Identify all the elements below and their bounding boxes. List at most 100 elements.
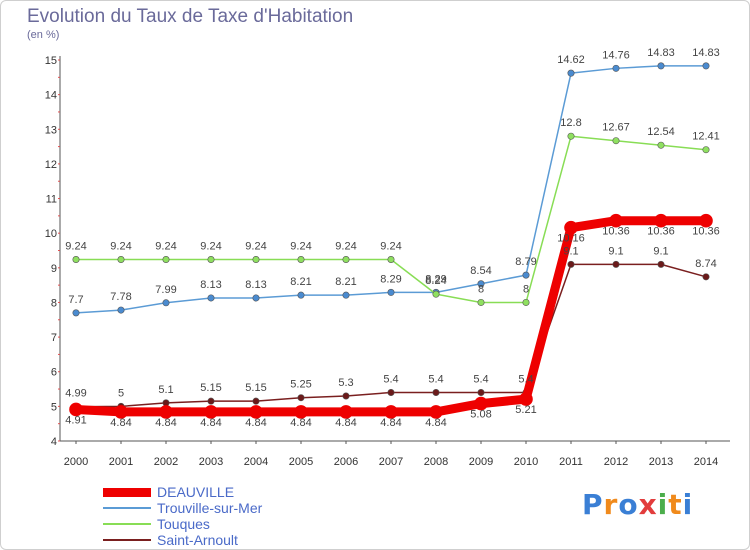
- series-trouville-sur-mer-point: [477, 280, 485, 288]
- series-deauville-data-label: 4.84: [335, 417, 356, 429]
- series-trouville-sur-mer-point: [702, 62, 710, 70]
- legend-item-touques: Touques: [103, 516, 262, 532]
- series-saint-arnoult-point: [342, 392, 350, 400]
- series-touques-data-label: 12.54: [647, 126, 675, 138]
- series-deauville-point: [114, 405, 128, 419]
- legend-swatch-trouville: [103, 507, 151, 509]
- legend-label-trouville: Trouville-sur-Mer: [157, 500, 263, 516]
- logo-letter: x: [638, 488, 658, 521]
- series-trouville-sur-mer-data-label: 8.29: [380, 273, 401, 285]
- chart-axes: 4 5 6 7 8 9 10 11 12 13 14 15 2000 2001 2002 2003 2004 20…: [45, 55, 730, 468]
- x-tick-label: 2002: [154, 456, 178, 468]
- series-saint-arnoult-data-label: 5.4: [428, 374, 443, 386]
- series-saint-arnoult-point: [567, 260, 575, 268]
- legend-item-saint-arnoult: Saint-Arnoult: [103, 532, 262, 548]
- y-tick-label: 11: [46, 194, 57, 206]
- series-saint-arnoult-point: [612, 260, 620, 268]
- series-saint-arnoult-point: [702, 273, 710, 281]
- legend-item-trouville: Trouville-sur-Mer: [103, 500, 262, 516]
- series-deauville-data-label: 4.84: [380, 417, 401, 429]
- series-touques-data-label: 9.24: [335, 241, 356, 253]
- series-trouville-sur-mer-data-label: 7.7: [68, 294, 83, 306]
- series-deauville-point: [519, 392, 533, 406]
- series-deauville-data-label: 10.36: [692, 226, 720, 238]
- x-tick-label: 2008: [424, 456, 448, 468]
- legend-label-touques: Touques: [157, 516, 210, 532]
- series-deauville-point: [474, 396, 488, 411]
- series-trouville-sur-mer-data-label: 7.78: [110, 291, 131, 303]
- series-touques-data-label: 8: [478, 283, 484, 295]
- proxiti-logo: Proxiti: [582, 488, 693, 521]
- series-saint-arnoult-data-label: 5.4: [518, 374, 533, 386]
- y-tick-label: 8: [51, 297, 57, 309]
- series-deauville-point: [204, 405, 218, 419]
- x-tick-label: 2011: [559, 456, 583, 468]
- series-trouville-sur-mer-point: [207, 294, 215, 302]
- y-tick-label: 5: [51, 401, 57, 413]
- chart-title: Evolution du Taux de Taxe d'Habitation: [27, 6, 354, 27]
- series-deauville-point: [609, 213, 623, 228]
- y-tick-label: 6: [51, 367, 57, 379]
- series-trouville-sur-mer-data-label: 14.83: [692, 47, 720, 59]
- series-trouville-sur-mer-point: [297, 291, 305, 299]
- series-touques-point: [207, 256, 215, 264]
- series-saint-arnoult-data-label: 5.4: [383, 374, 398, 386]
- series-trouville-sur-mer-point: [72, 309, 80, 317]
- series-saint-arnoult-data-label: 8.74: [695, 258, 716, 270]
- series-trouville-sur-mer-data-label: 8.21: [335, 276, 356, 288]
- series-trouville-sur-mer-data-label: 7.99: [155, 284, 176, 296]
- series-saint-arnoult-data-label: 4.99: [65, 388, 86, 400]
- series-deauville-point: [159, 405, 173, 419]
- series-touques-point: [117, 256, 125, 264]
- x-tick-label: 2004: [244, 456, 268, 468]
- x-tick-label: 2010: [514, 456, 538, 468]
- series-saint-arnoult-data-label: 9.1: [563, 245, 578, 257]
- series-trouville-sur-mer-data-label: 8.13: [245, 279, 266, 291]
- logo-letter: i: [682, 488, 694, 521]
- series-touques-point: [162, 256, 170, 264]
- series-trouville-sur-mer-data-label: 14.62: [557, 54, 585, 66]
- x-tick-label: 2012: [604, 456, 628, 468]
- series-deauville-point: [429, 405, 443, 419]
- series-touques-point: [252, 256, 260, 264]
- series-touques-data-label: 8: [523, 283, 529, 295]
- legend-label-saint-arnoult: Saint-Arnoult: [157, 532, 238, 548]
- logo-letter: o: [618, 488, 639, 521]
- series-deauville-data-label: 4.84: [155, 417, 176, 429]
- series-saint-arnoult-data-label: 9.1: [653, 245, 668, 257]
- series-touques-data-label: 12.67: [602, 122, 630, 134]
- y-tick-label: 13: [45, 124, 57, 136]
- series-saint-arnoult-data-label: 5.15: [200, 382, 221, 394]
- x-tick-label: 2005: [289, 456, 313, 468]
- series-touques-data-label: 12.8: [560, 117, 581, 129]
- series-saint-arnoult-point: [297, 394, 305, 402]
- series-trouville-sur-mer-point: [342, 291, 350, 299]
- series-touques-data-label: 9.24: [65, 241, 86, 253]
- series-saint-arnoult-data-label: 5.3: [338, 377, 353, 389]
- series-saint-arnoult-data-label: 5.4: [473, 374, 488, 386]
- series-trouville-sur-mer-data-label: 8.21: [290, 276, 311, 288]
- series-trouville-sur-mer-data-label: 8.29: [425, 273, 446, 285]
- y-tick-label: 10: [45, 228, 57, 240]
- logo-letter: P: [582, 488, 604, 521]
- series-touques-point: [477, 298, 485, 306]
- x-tick-label: 2003: [199, 456, 223, 468]
- series-deauville-point: [69, 402, 83, 417]
- series-deauville-data-label: 4.91: [65, 414, 86, 426]
- series-touques-point: [432, 290, 440, 298]
- series-touques-data-label: 9.24: [290, 241, 311, 253]
- logo-letter: t: [668, 488, 683, 521]
- series-trouville-sur-mer-data-label: 14.76: [602, 49, 630, 61]
- legend: DEAUVILLE Trouville-sur-Mer Touques Sain…: [103, 484, 262, 548]
- series-saint-arnoult-point: [387, 389, 395, 397]
- series-touques-point: [702, 146, 710, 154]
- legend-swatch-saint-arnoult: [103, 539, 151, 541]
- series-saint-arnoult-data-label: 9.1: [608, 245, 623, 257]
- series-deauville-point: [654, 213, 668, 228]
- series-touques-data-label: 8.24: [425, 275, 446, 287]
- series-touques-data-label: 12.41: [692, 131, 720, 143]
- chart-unit-label: (en %): [27, 29, 60, 41]
- series-touques-point: [522, 298, 530, 306]
- series-deauville-point: [699, 213, 713, 228]
